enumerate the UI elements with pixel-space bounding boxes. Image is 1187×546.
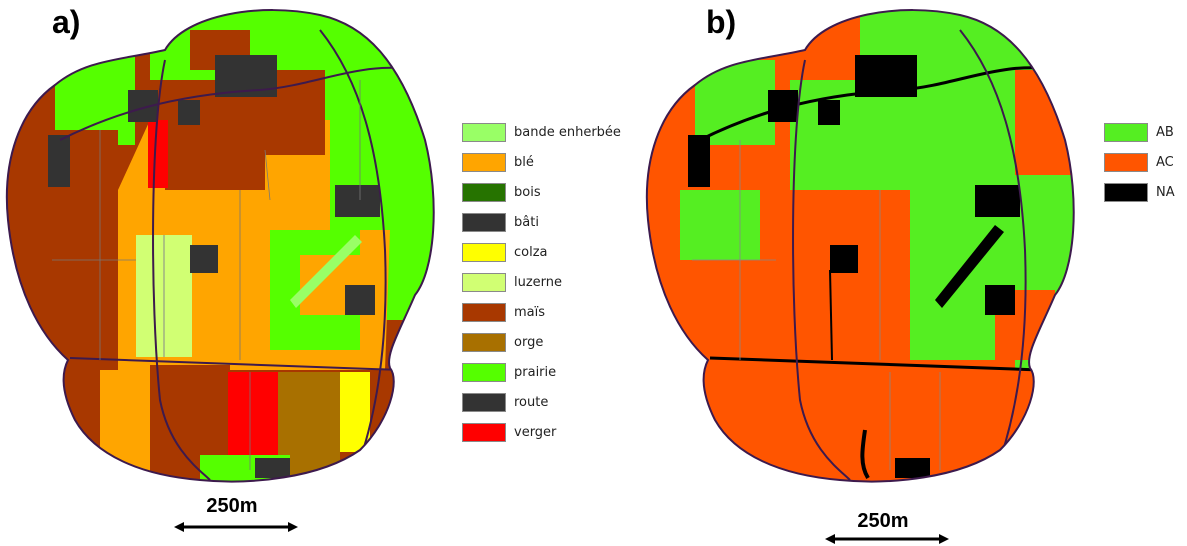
legend-label: luzerne [514,274,563,290]
legend-swatch [462,302,506,322]
legend-swatch [462,242,506,262]
legend-swatch [462,152,506,172]
legend-item: verger [462,422,556,442]
map-b-fields [646,10,1074,482]
legend-swatch [462,332,506,352]
legend-swatch [462,212,506,232]
legend-label: AB [1156,124,1174,140]
legend-swatch [1104,122,1148,142]
legend-item: prairie [462,362,556,382]
legend-label: bande enherbée [514,124,621,140]
legend-swatch [462,422,506,442]
legend-label: route [514,394,549,410]
legend-swatch [1104,182,1148,202]
scale-arrow [174,522,298,532]
legend-item: maïs [462,302,545,322]
legend-swatch [462,392,506,412]
land-use-map [5,9,435,483]
scale-label: 250m [857,510,909,532]
legend-item: AB [1104,122,1174,142]
legend-label: maïs [514,304,546,320]
legend-item: blé [462,152,534,172]
legend-label: NA [1156,184,1175,200]
legend-label: orge [514,334,544,350]
legend-label: AC [1156,154,1174,170]
legend-item: bâti [462,212,539,232]
map-a-fields [6,10,434,482]
legend-item: colza [462,242,548,262]
legend-label: bois [514,184,541,200]
legend-item: bande enherbée [462,122,621,142]
scale-label: 250m [206,495,258,517]
legend-item: bois [462,182,541,202]
legend-label: prairie [514,364,557,380]
legend-swatch [462,272,506,292]
legend-label: verger [514,424,557,440]
legend-item: orge [462,332,543,352]
legend-item: AC [1104,152,1174,172]
legend-item: route [462,392,548,412]
legend-item: NA [1104,182,1175,202]
legend-swatch [462,362,506,382]
scale-arrow [825,534,949,544]
legend-swatch [462,122,506,142]
panel-b-label: b) [706,4,737,40]
legend-label: colza [514,244,548,260]
panel-a-label: a) [52,4,81,40]
legend-item: luzerne [462,272,562,292]
legend-label: bâti [514,214,539,230]
legend-label: blé [514,154,534,170]
farming-type-map [645,9,1075,483]
legend-swatch [1104,152,1148,172]
legend-swatch [462,182,506,202]
